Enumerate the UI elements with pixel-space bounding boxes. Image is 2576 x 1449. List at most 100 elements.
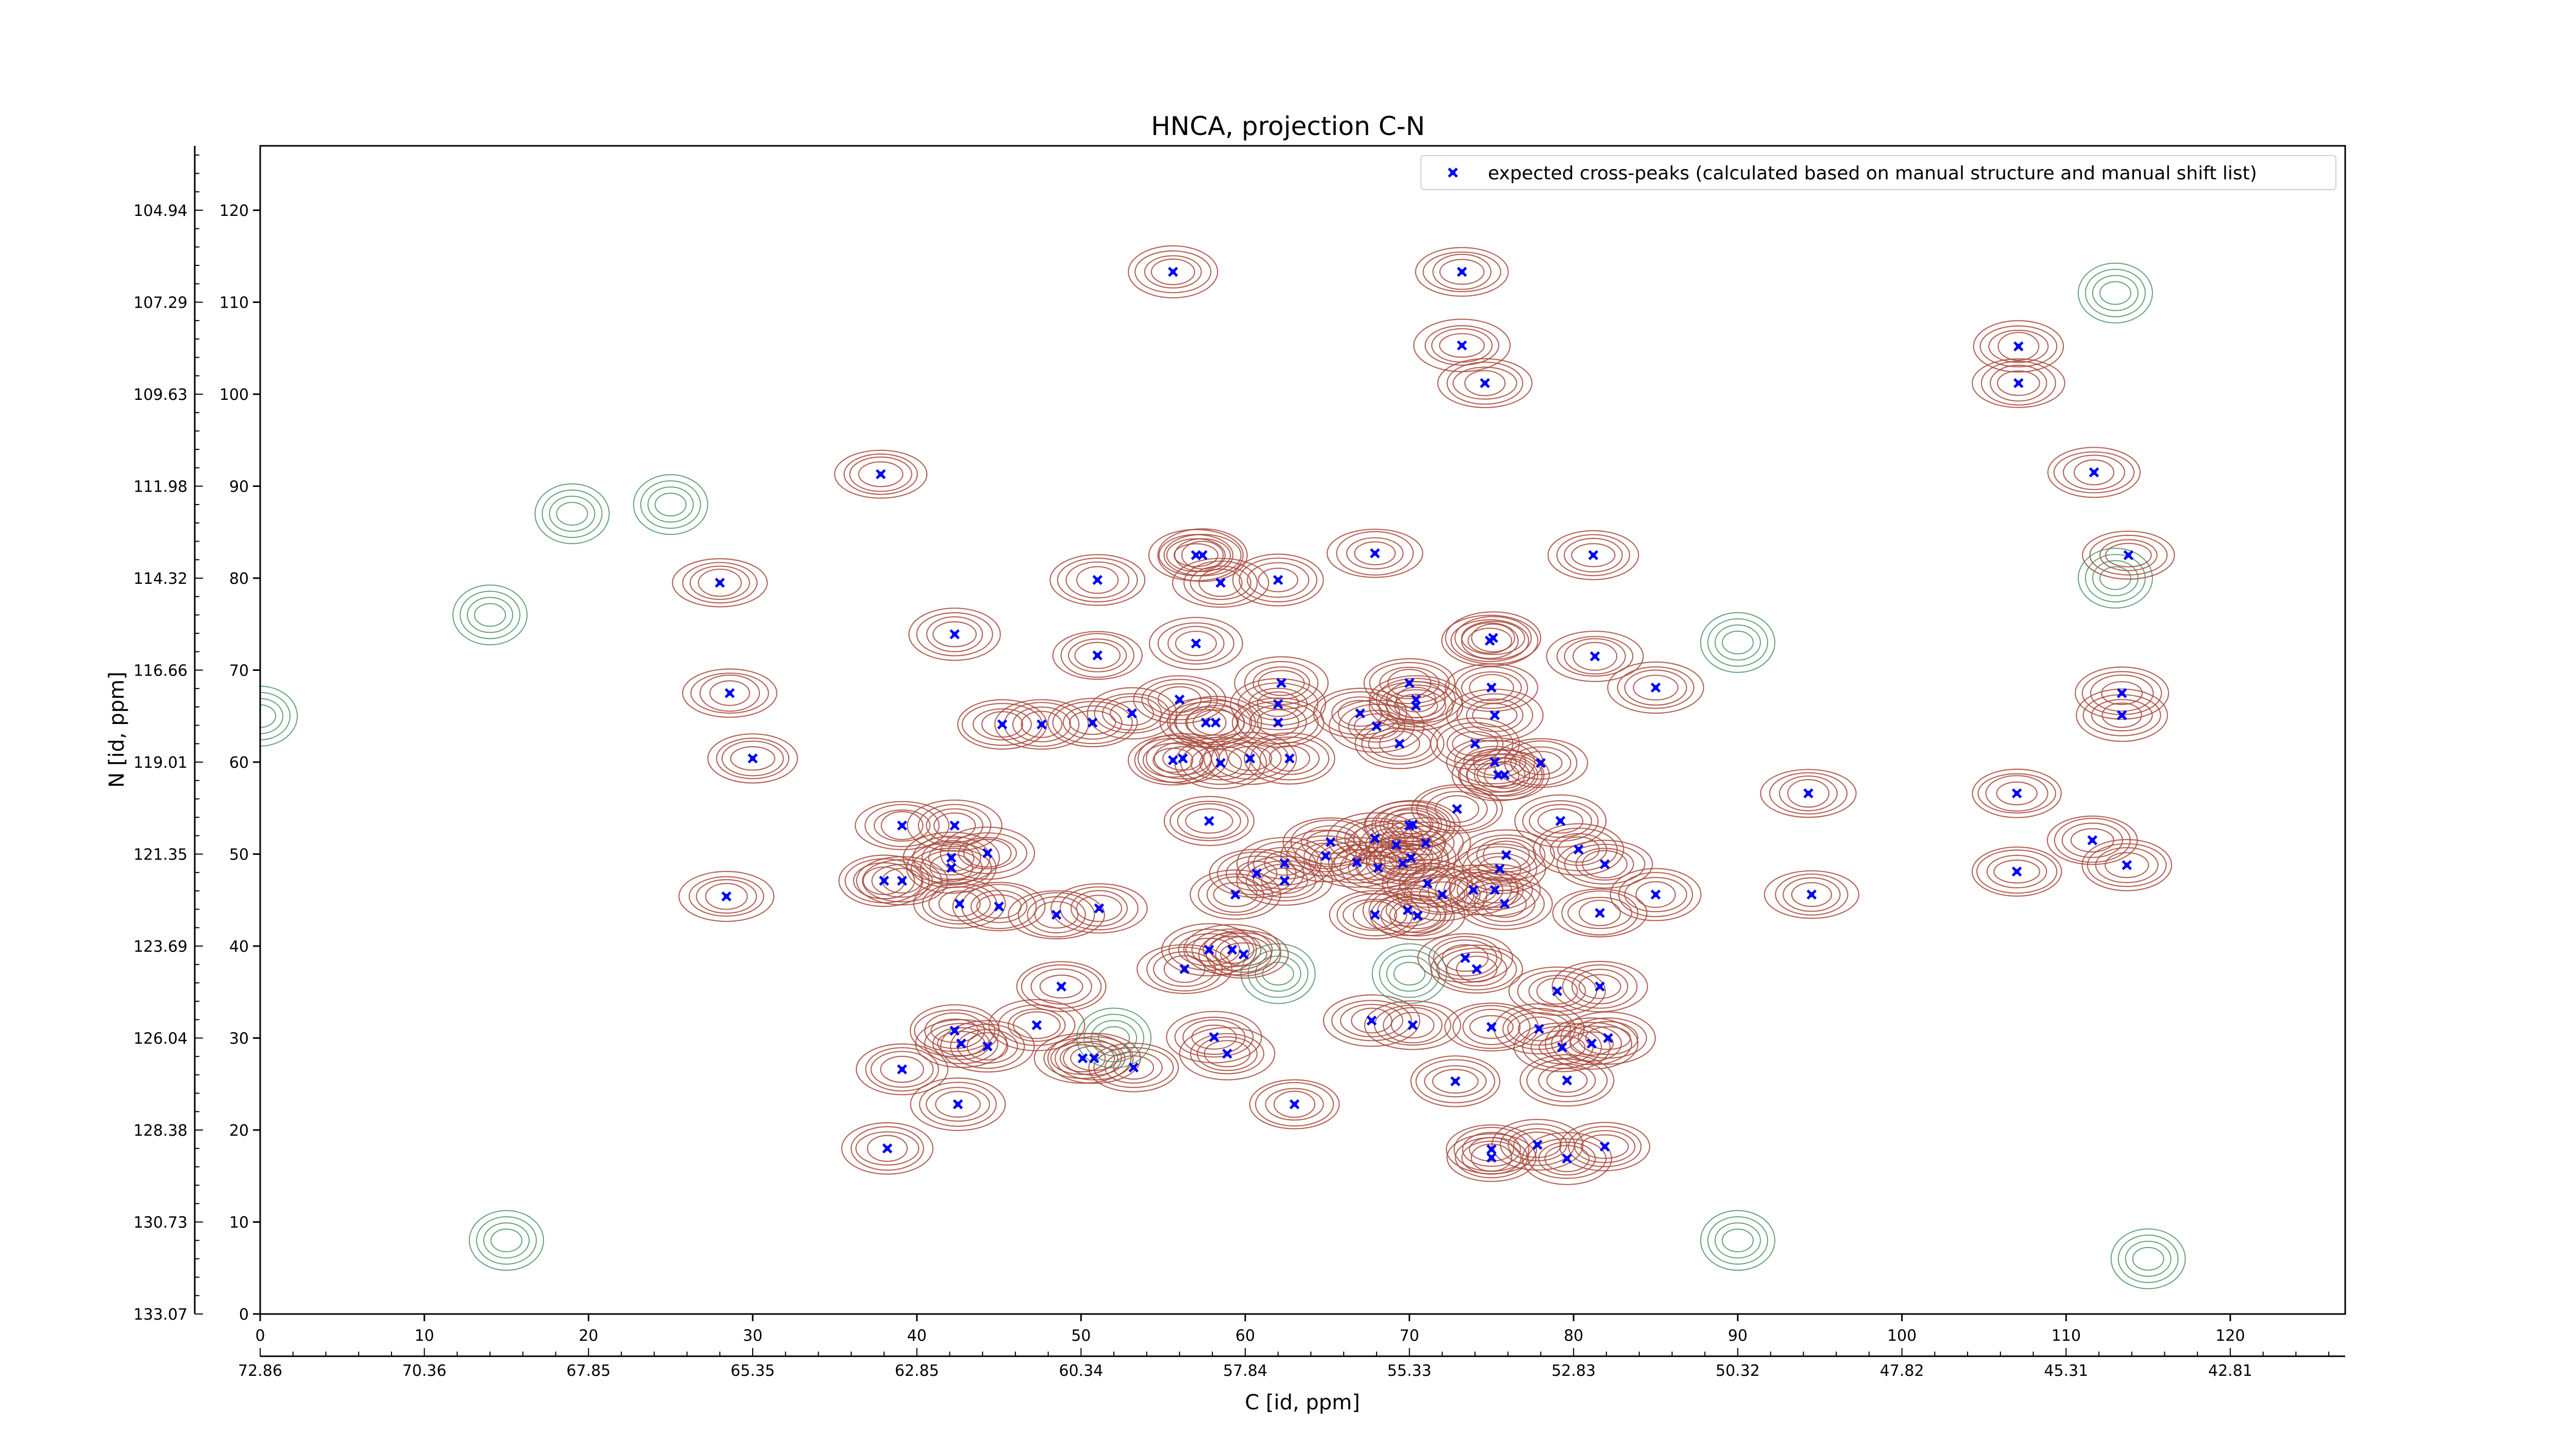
x-ppm-tick-label: 60.34: [1059, 1362, 1103, 1380]
contour-ring-green: [476, 1216, 537, 1265]
contour-ring: [1976, 849, 2058, 894]
cross-peak-marker: [1480, 378, 1490, 389]
contour-ring-green: [2077, 262, 2153, 324]
contour-ring: [1538, 1035, 1586, 1059]
contour-ring: [1204, 1040, 1251, 1068]
contour-ring: [2105, 852, 2149, 879]
contour-ring: [1354, 541, 1396, 566]
contour-ring: [1336, 893, 1414, 937]
contour-ring: [940, 827, 1036, 880]
contour-ring: [1415, 1059, 1496, 1104]
contour-ring: [1265, 1088, 1324, 1121]
contour-ring: [1136, 944, 1233, 995]
contour-ring: [1538, 1141, 1596, 1176]
cross-peak-marker: [1412, 911, 1423, 921]
y-tick-label: 80: [229, 570, 249, 588]
contour-ring: [1382, 1007, 1443, 1043]
x-ppm-tick-label: 67.85: [566, 1362, 611, 1380]
contour-ring: [1238, 682, 1319, 726]
contour-ring: [1021, 711, 1063, 738]
contour-ring-green: [1379, 949, 1440, 998]
contour-ring: [698, 568, 742, 597]
contour-ring: [925, 1087, 990, 1122]
x-ppm-tick-label: 62.85: [895, 1362, 939, 1380]
contour-ring: [1326, 528, 1423, 578]
cross-peak-marker: [1501, 850, 1512, 861]
contour-ring: [1153, 951, 1216, 987]
contour-ring: [873, 809, 931, 842]
contour-ring: [1997, 332, 2040, 361]
contour-ring: [1575, 848, 1634, 881]
contour-ring: [1206, 876, 1264, 913]
cross-peak-marker: [1178, 753, 1188, 764]
contour-ring: [933, 812, 976, 839]
y-ppm-tick-label: 126.04: [133, 1030, 188, 1048]
contour-ring: [1635, 881, 1676, 908]
contour-ring: [2095, 847, 2159, 883]
contour-ring: [928, 886, 991, 921]
contour-ring: [1174, 538, 1231, 572]
contour-ring: [1533, 823, 1624, 876]
contour-ring: [1148, 617, 1243, 670]
contour-ring: [913, 879, 1006, 929]
contour-ring: [856, 856, 948, 906]
contour-ring: [1530, 1030, 1594, 1065]
contour-ring-green: [474, 603, 506, 627]
contour-ring: [1618, 872, 1693, 917]
contour-ring: [1258, 567, 1298, 593]
cross-peak-marker: [954, 899, 965, 909]
contour-ring: [1389, 898, 1446, 934]
cross-peak-marker: [724, 688, 735, 698]
contour-ring-green: [467, 597, 514, 633]
cross-peak-marker: [1600, 1141, 1610, 1152]
y-ppm-tick-label: 111.98: [133, 478, 188, 496]
contour-ring: [1473, 885, 1536, 922]
contour-ring: [2087, 843, 2167, 887]
contour-ring: [1034, 901, 1079, 929]
contour-ring: [871, 864, 933, 898]
contour-ring: [1467, 628, 1513, 654]
cross-peak-marker: [1486, 1022, 1497, 1032]
contour-ring: [1039, 974, 1083, 999]
contour-ring: [1185, 808, 1233, 834]
contour-ring: [1141, 679, 1218, 720]
contour-ring: [1624, 669, 1687, 706]
contour-ring: [858, 461, 904, 487]
contour-ring: [1783, 877, 1841, 912]
cross-peak-marker: [1420, 838, 1431, 848]
contour-ring: [921, 840, 981, 876]
contour-ring: [1074, 642, 1121, 669]
cross-peak-marker: [1650, 682, 1661, 693]
contour-ring-green: [1714, 1222, 1761, 1259]
cross-peak-marker: [1209, 1032, 1219, 1042]
contour-ring: [918, 804, 992, 848]
contour-ring-green: [1091, 1020, 1138, 1056]
contour-ring: [1454, 616, 1532, 660]
y-ppm-tick-label: 119.01: [133, 754, 188, 772]
contour-ring: [2101, 681, 2143, 705]
contour-ring: [1432, 254, 1492, 290]
y-axis-title: N [id, ppm]: [105, 671, 129, 788]
cross-peak-marker: [2122, 860, 2132, 870]
cross-peak-marker: [1197, 550, 1208, 561]
cross-peak-marker: [1557, 1042, 1567, 1053]
contour-ring: [1427, 864, 1519, 916]
contour-ring-green: [1700, 612, 1775, 673]
cross-peak-marker: [1204, 816, 1214, 826]
cross-peak-marker: [1273, 699, 1283, 710]
cross-peak-marker: [1532, 1139, 1543, 1150]
contour-ring: [1556, 636, 1634, 677]
contour-ring: [1567, 897, 1633, 929]
contour-ring: [1244, 661, 1319, 705]
cross-peak-marker: [1369, 909, 1380, 920]
contour-ring: [1467, 834, 1546, 876]
contour-ring: [690, 672, 769, 714]
contour-ring: [707, 733, 799, 784]
cross-peak-marker: [1535, 757, 1546, 768]
contour-ring: [1462, 1132, 1521, 1167]
contour-ring: [1215, 936, 1273, 973]
cross-peak-marker: [1391, 839, 1401, 850]
contour-ring: [1550, 833, 1607, 866]
y-ppm-tick-label: 123.69: [133, 938, 188, 956]
contour-ring: [1354, 718, 1445, 769]
